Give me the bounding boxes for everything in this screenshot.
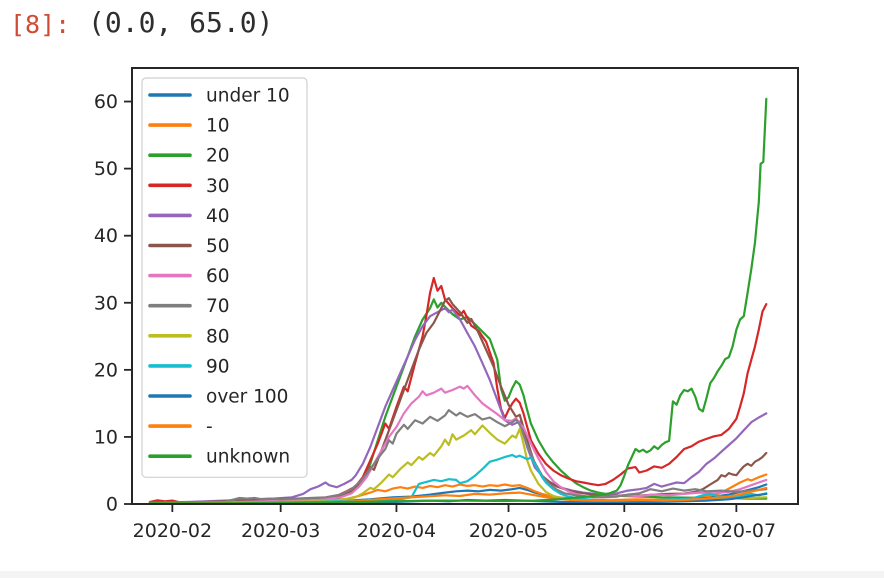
legend-label-40: 40 xyxy=(206,206,230,227)
y-tick-label: 40 xyxy=(94,225,118,247)
legend: under 10 10 20 30 40 50 60 70 80 90 over 100 - unkno… xyxy=(141,77,308,478)
plot-frame xyxy=(131,67,799,505)
x-tick-label: 2020-02 xyxy=(133,520,212,542)
output-value: (0.0, 65.0) xyxy=(88,6,274,39)
legend-box xyxy=(141,77,308,478)
y-tick-label: 10 xyxy=(94,426,118,448)
legend-label-over-100: over 100 xyxy=(206,387,288,408)
y-tick-label: 60 xyxy=(94,91,118,113)
legend-label--: - xyxy=(206,417,213,438)
series-line-10 xyxy=(148,473,768,505)
legend-label-unknown: unknown xyxy=(206,447,290,468)
output-prompt: [8]: xyxy=(10,10,71,39)
legend-label-under-10: under 10 xyxy=(206,86,290,107)
series-line-unknown xyxy=(148,97,768,505)
legend-label-70: 70 xyxy=(206,296,230,317)
y-tick-label: 0 xyxy=(106,494,118,516)
x-tick-label: 2020-03 xyxy=(241,520,320,542)
y-tick-label: 30 xyxy=(94,292,118,314)
series-line-40 xyxy=(148,307,768,504)
y-tick-label: 20 xyxy=(94,359,118,381)
legend-label-30: 30 xyxy=(206,176,230,197)
x-tick-label: 2020-07 xyxy=(697,520,776,542)
y-tick-label: 50 xyxy=(94,158,118,180)
legend-label-80: 80 xyxy=(206,326,230,347)
legend-label-10: 10 xyxy=(206,116,230,137)
legend-label-60: 60 xyxy=(206,266,230,287)
x-tick-label: 2020-06 xyxy=(585,520,664,542)
legend-label-90: 90 xyxy=(206,356,230,377)
legend-label-20: 20 xyxy=(206,146,230,167)
x-tick-label: 2020-04 xyxy=(357,520,436,542)
legend-label-50: 50 xyxy=(206,236,230,257)
x-tick-label: 2020-05 xyxy=(469,520,548,542)
series-line-70 xyxy=(148,409,768,504)
series-line-- xyxy=(148,486,768,505)
cell-divider xyxy=(0,571,884,578)
